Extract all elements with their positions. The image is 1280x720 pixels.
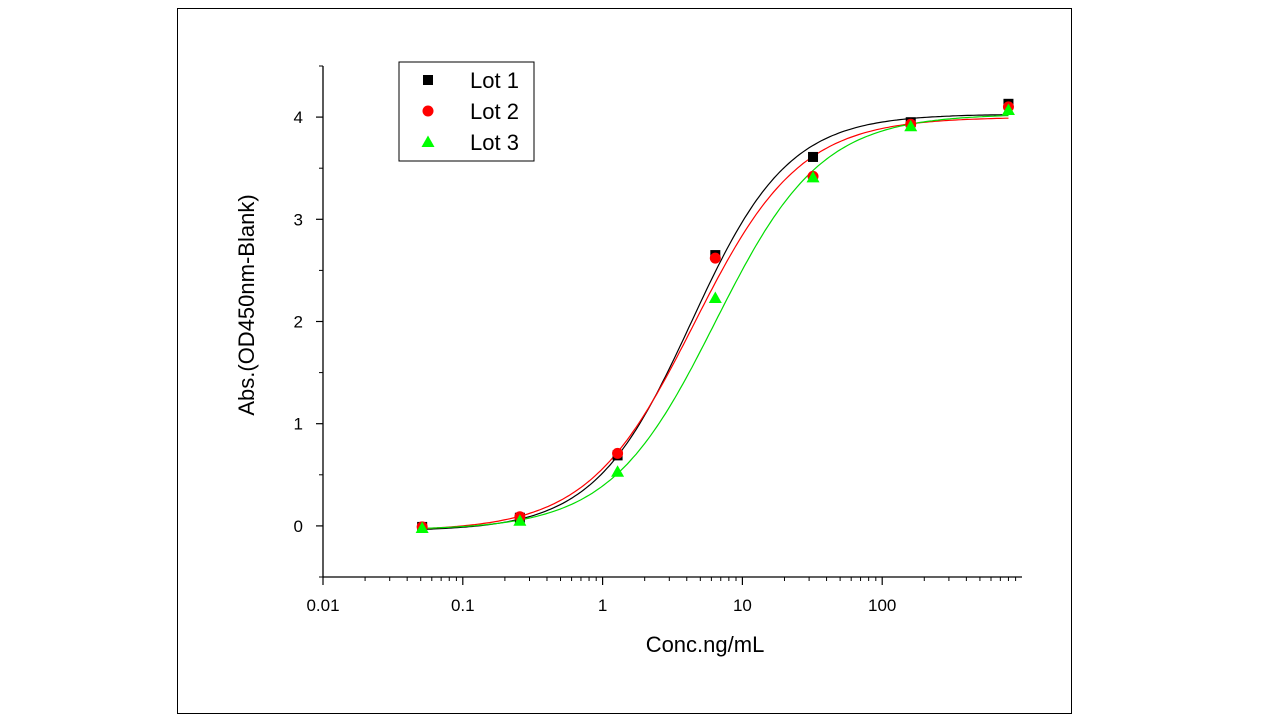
data-point-lot-2 [709,252,721,264]
data-point-lot-2 [612,447,624,459]
y-tick-label: 2 [294,313,303,332]
x-tick-label: 0.1 [451,596,475,615]
data-point-lot-1 [808,151,819,162]
legend-marker-lot-3 [421,135,435,147]
data-point-lot-3 [1001,103,1015,115]
y-tick-label: 3 [294,210,303,229]
fit-curve-lot-3 [422,115,1009,529]
x-axis-label: Conc.ng/mL [646,632,765,657]
x-tick-label: 0.01 [306,596,339,615]
y-axis-label: Abs.(OD450nm-Blank) [234,194,259,415]
legend-label: Lot 1 [470,68,519,93]
data-points [415,98,1015,533]
chart-frame [177,8,1072,714]
axes: 0 1 2 3 4 0.01 0.1 1 10 100 [294,65,1022,615]
fit-curve-lot-2 [422,117,1009,530]
y-tick-label: 1 [294,415,303,434]
y-tick-label: 4 [294,108,303,127]
y-tick-label: 0 [294,517,303,536]
data-point-lot-3 [611,465,625,477]
x-tick-label: 10 [733,596,752,615]
legend-marker-lot-2 [422,105,434,117]
x-tick-label: 1 [598,596,607,615]
fit-curves [422,114,1009,530]
data-point-lot-3 [806,170,820,183]
data-point-lot-3 [708,291,722,303]
legend-label: Lot 2 [470,99,519,124]
data-point-lot-3 [904,119,918,132]
x-tick-label: 100 [868,596,896,615]
legend-marker-lot-1 [423,75,433,85]
data-point-lot-3 [513,514,527,526]
data-point-lot-3 [415,521,429,533]
legend: Lot 1 Lot 2 Lot 3 [398,61,535,162]
legend-label: Lot 3 [470,130,519,155]
legend-box [398,61,535,162]
